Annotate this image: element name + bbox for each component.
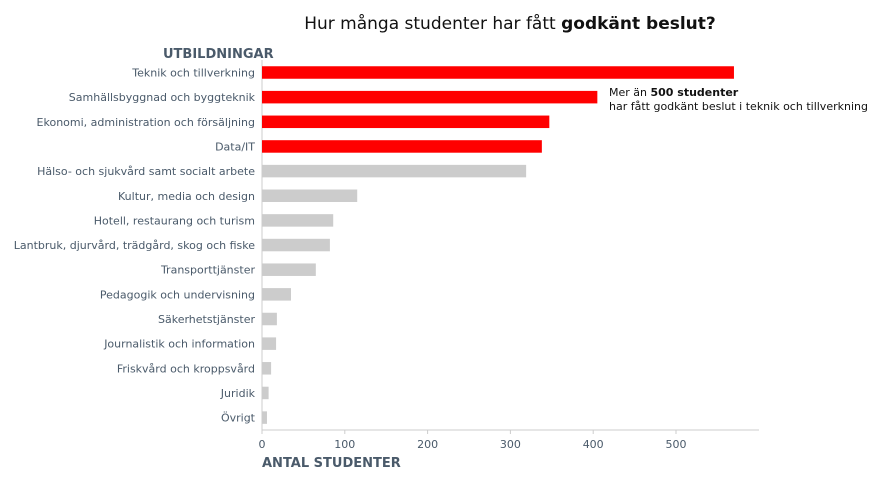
category-label: Journalistik och information: [103, 338, 255, 351]
bars-group: [262, 66, 734, 424]
x-tick-label: 300: [500, 438, 521, 451]
chart-title-prefix: Hur många studenter har fått: [304, 13, 561, 34]
annotation-line2: har fått godkänt beslut i teknik och til…: [609, 100, 868, 113]
bar: [262, 115, 550, 129]
category-label: Kultur, media och design: [118, 190, 255, 203]
category-label: Hotell, restaurang och turism: [94, 214, 255, 227]
x-tick-label: 200: [417, 438, 438, 451]
x-tick-label: 500: [666, 438, 687, 451]
category-label: Friskvård och kroppsvård: [117, 362, 255, 375]
bar: [262, 66, 734, 79]
category-label: Hälso- och sjukvård samt socialt arbete: [37, 165, 255, 178]
bar: [262, 362, 272, 375]
category-label: Transporttjänster: [160, 264, 256, 277]
bar: [262, 312, 277, 326]
bar: [262, 238, 330, 252]
chart-title-bold: godkänt beslut?: [561, 14, 716, 34]
category-label: Samhällsbyggnad och byggteknik: [69, 91, 256, 104]
bar: [262, 140, 542, 153]
bar: [262, 90, 598, 104]
category-label: Säkerhetstjänster: [158, 313, 255, 326]
category-labels-group: Teknik och tillverkning Samhällsbyggnad o…: [14, 67, 256, 425]
annotation-prefix: Mer än: [609, 86, 651, 99]
category-label: Teknik och tillverkning: [131, 67, 255, 80]
category-label: Pedagogik och undervisning: [100, 288, 255, 301]
x-tick-label: 400: [583, 438, 604, 451]
chart-title: Hur många studenter har fått godkänt bes…: [304, 13, 716, 34]
category-label: Ekonomi, administration och försäljning: [37, 116, 255, 129]
bar: [262, 386, 269, 400]
bar: [262, 189, 358, 202]
bar: [262, 164, 527, 178]
bar: [262, 411, 267, 424]
y-axis-title: UTBILDNINGAR: [163, 47, 274, 62]
x-axis-title: ANTAL STUDENTER: [262, 456, 401, 471]
bar: [262, 263, 316, 276]
annotation-bold: 500 studenter: [651, 86, 739, 99]
annotation-line1: Mer än 500 studenter: [609, 86, 739, 99]
bar: [262, 337, 277, 350]
x-tick-label: 0: [259, 438, 266, 451]
x-tick-label: 100: [334, 438, 355, 451]
bar: [262, 214, 334, 227]
category-label: Övrigt: [221, 412, 256, 425]
x-ticks-group: 0 100 200 300 400 500: [259, 430, 687, 451]
category-label: Juridik: [220, 387, 256, 400]
bar: [262, 288, 291, 301]
category-label: Data/IT: [215, 140, 255, 153]
category-label: Lantbruk, djurvård, trädgård, skog och f…: [14, 239, 255, 252]
